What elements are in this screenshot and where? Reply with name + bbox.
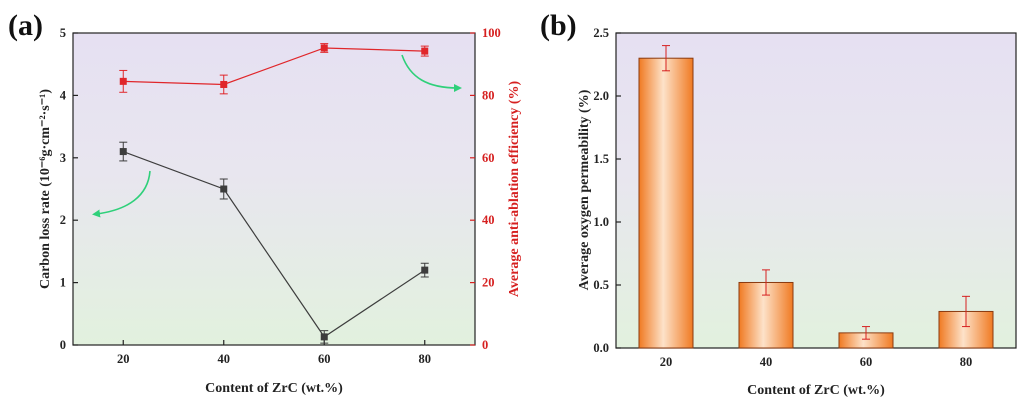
panel-a-series-0-point: [421, 266, 429, 274]
panel-b-plot-frame: [615, 32, 1017, 349]
panel-a-label: (a): [8, 9, 43, 42]
panel-a-right-tick-label: 100: [482, 26, 501, 40]
panel-a-x-tick-label: 40: [218, 352, 231, 366]
panel-a-left-tick-label: 2: [60, 213, 66, 227]
panel-a-series-0-point: [320, 333, 328, 341]
panel-b-bars: [638, 45, 994, 349]
panel-a-y-axis-title: Carbon loss rate (10⁻⁶g·cm⁻²·s⁻¹): [38, 89, 53, 289]
panel-a-series: [119, 43, 429, 344]
panel-a-right-axis-title: Average anti-ablation efficiency (%): [507, 81, 522, 298]
panel-b-bar: [638, 57, 694, 349]
panel-a-series-1-line: [123, 47, 425, 86]
panel-a-plot-background: [73, 33, 475, 345]
panel-a-series-1-point: [119, 77, 127, 85]
panel-a-right-tick-label: 20: [482, 276, 495, 290]
panel-b-y-tick-label: 2.5: [593, 26, 609, 40]
panel-b-x-axis-title: Content of ZrC (wt.%): [747, 383, 885, 398]
panel-b-x-tick-label: 20: [660, 355, 673, 369]
panel-b-y-tick-label: 1.5: [593, 152, 609, 166]
panel-b-y-tick-label: 1.0: [593, 215, 609, 229]
panel-a-right-tick-label: 80: [482, 88, 495, 102]
panel-a-series-1-point: [421, 47, 429, 55]
panel-a-left-tick-label: 1: [60, 276, 66, 290]
panel-a-x-axis-title: Content of ZrC (wt.%): [205, 381, 343, 396]
panel-b-x-tick-label: 40: [760, 355, 773, 369]
left-axis-indicator-arrow-icon: [92, 170, 151, 218]
panel-b-x-tick-label: 60: [860, 355, 873, 369]
panel-b-y-tick-label: 2.0: [593, 89, 609, 103]
panel-a-left-tick-label: 4: [60, 88, 67, 102]
panel-a-left-tick-label: 3: [60, 151, 66, 165]
panel-b-y-tick-label: 0.0: [593, 341, 609, 355]
panel-a-series-0-line: [123, 150, 426, 338]
panel-a-x-tick-label: 20: [117, 352, 130, 366]
panel-a-series-1-point: [320, 44, 328, 52]
panel-a-plot-frame: [72, 32, 476, 346]
panel-a-ticks: 0 1 2 3 4 5 0 20 40 60 80 100 20 40 60 80: [60, 26, 501, 366]
panel-a-left-tick-label: 5: [60, 26, 66, 40]
panel-a-series-0-point: [119, 148, 127, 156]
panel-b-y-tick-label: 0.5: [593, 278, 609, 292]
panel-a-x-tick-label: 60: [318, 352, 331, 366]
panel-a-right-tick-label: 40: [482, 213, 495, 227]
panel-b-y-axis-title: Average oxygen permeability (%): [577, 89, 592, 290]
panel-a-series-1-point: [220, 80, 228, 88]
panel-b: (b) 0.0 0.5 1.0 1.5 2.0 2.5 20 40 60 80 Content o…: [540, 9, 1017, 398]
panel-a-left-tick-label: 0: [60, 338, 66, 352]
panel-b-ticks: 0.0 0.5 1.0 1.5 2.0 2.5 20 40 60 80: [593, 26, 972, 369]
panel-b-label: (b): [540, 9, 577, 42]
panel-b-x-tick-label: 80: [960, 355, 973, 369]
panel-a-series-0-point: [220, 185, 228, 193]
panel-a-right-tick-label: 60: [482, 151, 495, 165]
panel-a-x-tick-label: 80: [419, 352, 432, 366]
panel-a: (a) 0 1 2 3 4 5 0 20 40 60 80 100 20 40 60 80 Content o…: [8, 9, 522, 396]
right-axis-indicator-arrow-icon: [401, 54, 462, 92]
panel-a-right-tick-label: 0: [482, 338, 488, 352]
